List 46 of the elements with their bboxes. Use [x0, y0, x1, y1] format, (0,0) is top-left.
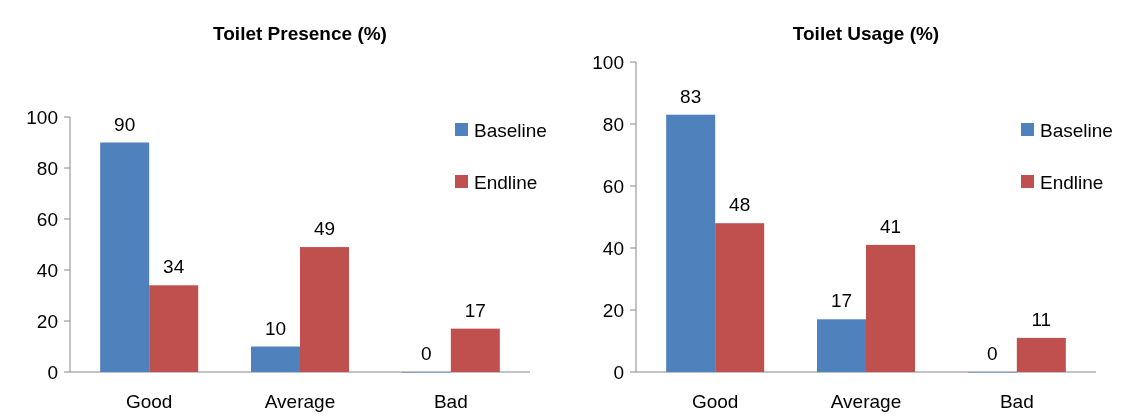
- data-label: 17: [464, 299, 486, 321]
- data-label: 0: [987, 343, 998, 364]
- y-tick-label: 60: [36, 208, 58, 230]
- data-label: 49: [313, 218, 336, 240]
- bar: [816, 319, 866, 372]
- x-tick-label: Average: [830, 391, 902, 412]
- bar: [1016, 337, 1066, 372]
- bar: [715, 223, 765, 372]
- legend-label: Baseline: [1040, 119, 1113, 141]
- bar: [100, 142, 150, 372]
- y-tick-label: 80: [602, 113, 624, 135]
- data-label: 34: [163, 256, 185, 278]
- legend-label: Baseline: [474, 119, 547, 141]
- y-tick-label: 40: [36, 259, 58, 281]
- y-tick-label: 80: [36, 157, 58, 179]
- y-tick-label: 20: [602, 299, 624, 321]
- bar: [300, 247, 350, 372]
- y-tick-label: 40: [602, 237, 624, 259]
- data-label: 0: [421, 343, 432, 364]
- bar: [450, 328, 500, 372]
- legend-label: Endline: [474, 171, 538, 193]
- y-tick-label: 0: [47, 361, 58, 383]
- y-tick-label: 100: [592, 51, 624, 73]
- bar: [866, 244, 916, 372]
- legend-label: Endline: [1040, 171, 1104, 193]
- data-label: 83: [680, 85, 702, 107]
- data-label: 10: [264, 317, 287, 339]
- chart-title: Toilet Presence (%): [213, 23, 387, 44]
- data-label: 41: [879, 215, 902, 237]
- x-tick-label: Good: [125, 391, 173, 412]
- bar: [149, 285, 199, 372]
- y-tick-label: 60: [602, 175, 624, 197]
- x-tick-label: Bad: [999, 391, 1034, 412]
- data-label: 90: [114, 113, 136, 135]
- data-label: 48: [729, 194, 751, 216]
- x-tick-label: Good: [691, 391, 739, 412]
- x-tick-label: Bad: [433, 391, 468, 412]
- bar: [250, 346, 300, 372]
- data-label: 17: [830, 290, 853, 312]
- chart-title: Toilet Usage (%): [792, 23, 940, 44]
- y-tick-label: 20: [36, 310, 58, 332]
- y-tick-label: 0: [613, 361, 624, 383]
- data-label: 11: [1031, 308, 1052, 330]
- y-tick-label: 100: [26, 106, 58, 128]
- bar: [666, 114, 716, 372]
- x-tick-label: Average: [264, 391, 336, 412]
